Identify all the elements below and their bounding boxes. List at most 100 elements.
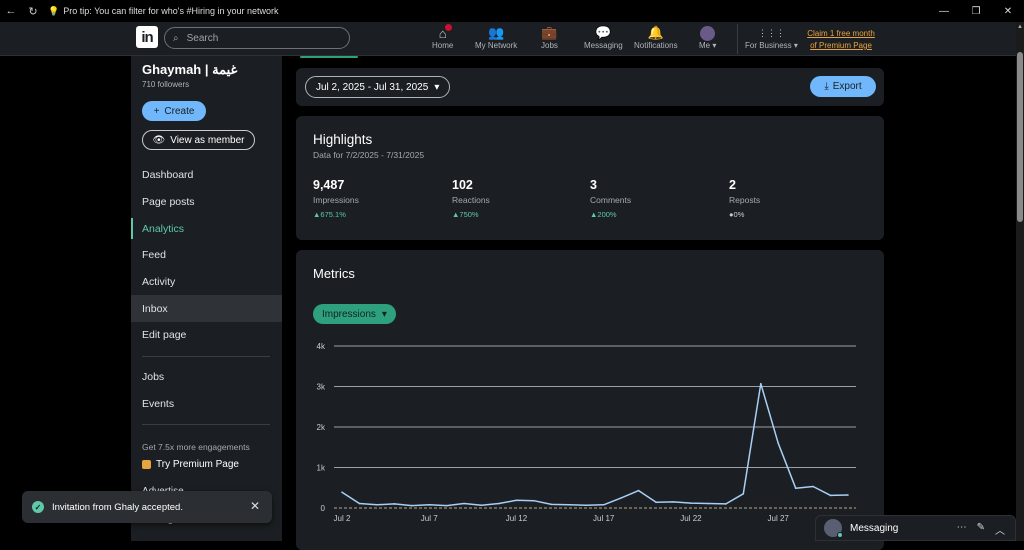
nav-messaging[interactable]: 💬 Messaging xyxy=(584,25,623,50)
y-tick-label: 3k xyxy=(317,383,326,392)
impressions-series-line xyxy=(341,382,849,507)
stat-value: 2 xyxy=(729,178,736,192)
sidebar-divider xyxy=(142,355,270,357)
close-window-icon[interactable]: ✕ xyxy=(1003,5,1013,17)
metrics-card: Metrics Impressions ▾ 0 1k 2k 3k 4k Jul 2 Jul … xyxy=(296,250,884,550)
pro-tip: 💡 Pro tip: You can filter for who's #Hir… xyxy=(48,6,279,17)
stat-label: Comments xyxy=(590,195,632,205)
export-button[interactable]: ⤓ Export xyxy=(810,76,876,97)
sidebar-item-inbox[interactable]: Inbox xyxy=(131,295,282,323)
page-scrollbar[interactable]: ▲ xyxy=(1016,22,1024,541)
avatar xyxy=(700,25,716,41)
sidebar-item-jobs[interactable]: Jobs xyxy=(142,371,165,384)
data-point xyxy=(568,503,570,506)
data-point xyxy=(812,485,814,488)
compose-icon[interactable]: ✎ xyxy=(976,522,985,533)
data-point xyxy=(376,503,378,506)
data-point xyxy=(393,503,396,505)
data-point xyxy=(742,493,745,495)
create-button-label: Create xyxy=(164,105,195,117)
try-premium-link[interactable]: Try Premium Page xyxy=(142,459,239,470)
data-point xyxy=(794,487,797,489)
stat-comments: 3 Comments ▲200% xyxy=(590,178,631,219)
data-point xyxy=(463,502,465,505)
follower-count: 710 followers xyxy=(142,80,190,89)
nav-notifications[interactable]: 🔔 Notifications xyxy=(634,25,678,50)
view-as-member-label: View as member xyxy=(170,134,245,146)
scroll-up-icon[interactable]: ▲ xyxy=(1017,24,1023,30)
x-tick-label: Jul 17 xyxy=(593,514,615,523)
stat-change: ▲750% xyxy=(452,210,479,219)
data-point xyxy=(847,494,849,496)
view-as-member-button[interactable]: 👁 View as member xyxy=(142,130,255,150)
stat-change: ▲200% xyxy=(590,210,617,219)
sidebar-item-dashboard[interactable]: Dashboard xyxy=(142,169,194,182)
nav-for-business[interactable]: ⋮⋮⋮ For Business ▾ xyxy=(745,25,798,51)
data-point xyxy=(759,382,762,385)
bell-icon: 🔔 xyxy=(647,25,664,40)
eye-icon: 👁 xyxy=(152,134,166,146)
data-point xyxy=(550,503,553,506)
data-point xyxy=(498,502,500,505)
premium-offer-link[interactable]: Claim 1 free month of Premium Page xyxy=(800,28,882,52)
linkedin-logo[interactable]: in xyxy=(136,26,158,48)
window-controls: — ❐ ✕ xyxy=(928,0,1024,22)
premium-offer-line1: Claim 1 free month xyxy=(807,29,875,38)
data-point xyxy=(533,499,535,502)
refresh-icon[interactable]: ↻ xyxy=(28,5,38,18)
stat-label: Reposts xyxy=(729,195,761,205)
minimize-icon[interactable]: — xyxy=(939,5,949,17)
x-tick-label: Jul 2 xyxy=(334,514,351,523)
chevron-up-icon[interactable]: ︿ xyxy=(995,526,1005,537)
nav-jobs[interactable]: 💼 Jobs xyxy=(541,25,558,50)
browser-titlebar: ← ↻ 💡 Pro tip: You can filter for who's … xyxy=(0,0,1024,22)
date-range-dropdown[interactable]: Jul 2, 2025 - Jul 31, 2025 ▾ xyxy=(305,76,451,98)
stat-impressions: 9,487 Impressions ▲675.1% xyxy=(313,178,359,219)
x-tick-label: Jul 22 xyxy=(680,514,702,523)
sidebar-item-analytics[interactable]: Analytics xyxy=(131,215,282,242)
create-button[interactable]: + Create xyxy=(142,101,206,121)
search-placeholder: Search xyxy=(186,32,219,44)
messaging-bar[interactable]: Messaging ⋯ ✎ ︿ xyxy=(815,515,1016,541)
metric-type-dropdown[interactable]: Impressions ▾ xyxy=(313,304,396,324)
data-point xyxy=(480,504,483,506)
stat-value: 3 xyxy=(590,178,597,192)
briefcase-icon: 💼 xyxy=(541,25,558,40)
sidebar-menu: Dashboard Page posts Analytics Feed Acti… xyxy=(131,162,282,432)
search-icon: ⌕ xyxy=(173,32,179,44)
sidebar-item-page-posts[interactable]: Page posts xyxy=(142,196,195,209)
back-icon[interactable]: ← xyxy=(5,5,17,17)
stat-value: 102 xyxy=(452,178,473,192)
page-name[interactable]: Ghaymah | غيمة xyxy=(142,62,238,77)
network-icon: 👥 xyxy=(488,25,505,40)
metric-type-label: Impressions xyxy=(322,308,376,320)
sidebar-item-feed[interactable]: Feed xyxy=(142,249,166,262)
data-point xyxy=(602,503,605,506)
nav-divider xyxy=(737,24,738,54)
more-icon[interactable]: ⋯ xyxy=(956,522,967,533)
caret-down-icon: ▾ xyxy=(381,308,387,320)
impressions-line-chart: 0 1k 2k 3k 4k Jul 2 Jul 7 Jul 12 Jul 17 Jul 22 Jul… xyxy=(317,342,856,523)
nav-home[interactable]: ⌂ Home xyxy=(432,23,454,50)
sidebar-item-edit-page[interactable]: Edit page xyxy=(142,329,187,342)
sidebar-item-events[interactable]: Events xyxy=(142,397,175,410)
close-icon[interactable]: ✕ xyxy=(249,499,260,513)
plus-icon: + xyxy=(153,105,160,117)
data-point xyxy=(620,497,622,499)
nav-home-label: Home xyxy=(432,41,454,50)
toast-message: Invitation from Ghaly accepted. xyxy=(52,501,183,513)
search-input[interactable]: ⌕ Search xyxy=(164,27,350,49)
nav-my-network[interactable]: 👥 My Network xyxy=(475,25,517,50)
x-tick-label: Jul 27 xyxy=(768,514,790,523)
data-point xyxy=(341,491,343,494)
export-button-label: Export xyxy=(832,81,862,92)
scrollbar-thumb[interactable] xyxy=(1017,52,1023,222)
premium-icon xyxy=(142,460,151,469)
restore-icon[interactable]: ❐ xyxy=(971,5,981,17)
nav-me[interactable]: Me ▾ xyxy=(699,25,716,50)
sidebar-item-activity[interactable]: Activity xyxy=(142,276,176,289)
avatar xyxy=(824,519,843,538)
download-icon: ⤓ xyxy=(824,81,829,92)
data-point xyxy=(515,499,518,502)
highlights-subtitle: Data for 7/2/2025 - 7/31/2025 xyxy=(313,150,425,160)
